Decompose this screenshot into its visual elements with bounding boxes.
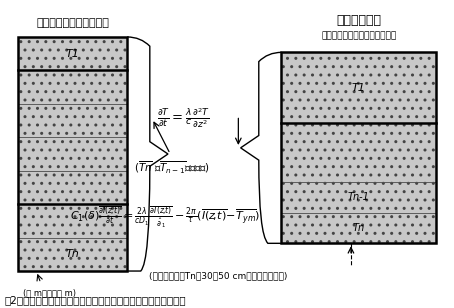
Text: $C_1(\delta)\frac{\overline{\partial I(z\!,\!t)}}{\partial t} = \frac{2\lambda}{: $C_1(\delta)\frac{\overline{\partial I(z…	[70, 204, 261, 230]
Text: Tn: Tn	[353, 223, 365, 233]
Bar	[18, 71, 127, 104]
Text: 組み合わせ法: 組み合わせ法	[336, 14, 381, 26]
Text: 熱伝導方程式を解く方法: 熱伝導方程式を解く方法	[36, 18, 109, 28]
Text: 深い土層を考慮する必要はない: 深い土層を考慮する必要はない	[321, 31, 396, 40]
Bar	[281, 52, 436, 243]
Text: T1: T1	[66, 49, 79, 59]
Text: $(\overline{Tn}$ は$\overline{T_{n-1}}$から計算): $(\overline{Tn}$ は$\overline{T_{n-1}}$から…	[134, 160, 210, 176]
Text: $\frac{\partial T}{\partial t} = \frac{\lambda}{c}\frac{\partial^2 T}{\partial z: $\frac{\partial T}{\partial t} = \frac{\…	[157, 107, 210, 131]
Text: 図2　組み合わせ法による地温の日変化を計算する方法の概念図: 図2 組み合わせ法による地温の日変化を計算する方法の概念図	[5, 295, 186, 305]
Bar	[18, 104, 127, 137]
Bar	[18, 237, 127, 271]
Bar	[18, 37, 127, 271]
Bar	[18, 137, 127, 171]
Text: Tn: Tn	[66, 249, 79, 259]
Bar	[281, 182, 436, 213]
Text: (数 mから数十 m): (数 mから数十 m)	[23, 288, 76, 297]
Text: T1: T1	[352, 83, 365, 93]
Bar	[281, 213, 436, 243]
Text: (下部境界条件Tnは30〜50 cmの深さで良い．): (下部境界条件Tnは30〜50 cmの深さで良い．)	[149, 271, 287, 280]
Bar	[18, 37, 127, 71]
Bar	[281, 123, 436, 182]
Text: Tn-1: Tn-1	[348, 192, 370, 202]
Bar	[18, 204, 127, 237]
Bar	[281, 52, 436, 123]
Bar	[18, 171, 127, 204]
